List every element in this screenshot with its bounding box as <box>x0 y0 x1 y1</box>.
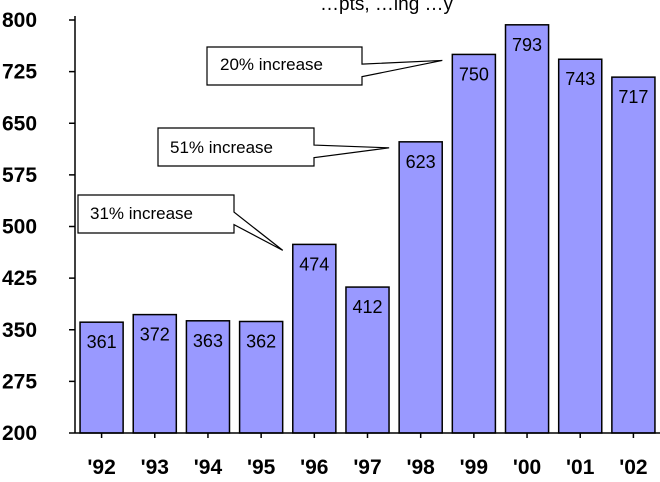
callout-box <box>157 127 390 167</box>
data-label: 412 <box>352 297 382 317</box>
callout: 20% increase <box>206 46 443 86</box>
bar <box>238 320 284 434</box>
y-tick-label: 275 <box>2 370 37 393</box>
callout-text: 20% increase <box>220 55 323 74</box>
x-tick-label: '94 <box>194 456 223 479</box>
y-axis: 200 275 350 425 500 575 650 725 800 <box>2 9 76 445</box>
y-tick-label: 350 <box>2 319 37 342</box>
x-tick-label: '95 <box>247 456 276 479</box>
bar <box>345 286 390 434</box>
x-tick-label: '97 <box>353 456 381 479</box>
y-tick-label: 725 <box>2 61 37 84</box>
callout-text: 51% increase <box>170 138 273 157</box>
callout: 51% increase <box>157 127 390 167</box>
bar <box>504 24 550 434</box>
x-tick-label: '00 <box>513 456 541 479</box>
bar <box>79 321 124 434</box>
data-label: 793 <box>512 35 542 55</box>
y-tick-label: 500 <box>2 216 37 239</box>
callout: 31% increase <box>77 194 284 251</box>
x-axis: '92 '93 '94 '95 '96 '97 '98 '99 '00 '01 '02 <box>75 432 660 479</box>
y-tick-label: 575 <box>2 164 37 187</box>
bar <box>611 76 656 434</box>
x-tick-label: '93 <box>141 456 169 479</box>
callouts: 31% increase 51% increase 20% increase <box>77 46 443 251</box>
y-tick-label: 425 <box>2 267 37 290</box>
x-tick-label: '99 <box>460 456 488 479</box>
bar <box>451 53 497 434</box>
data-label: 372 <box>140 325 170 345</box>
bar <box>398 141 443 434</box>
data-label: 363 <box>193 331 223 351</box>
bars: 361 372 363 362 474 412 623 750 793 743 717 <box>79 24 656 434</box>
data-label: 474 <box>299 254 329 274</box>
data-label: 362 <box>246 331 276 351</box>
x-tick-label: '92 <box>87 456 115 479</box>
y-tick-label: 800 <box>2 9 37 32</box>
data-label: 717 <box>618 87 648 107</box>
callout-text: 31% increase <box>90 204 193 223</box>
callout-box <box>206 46 443 86</box>
partial-title: …pts, …ing …y <box>320 0 454 15</box>
data-label: 750 <box>459 64 489 84</box>
data-label: 743 <box>565 69 595 89</box>
x-tick-label: '02 <box>619 456 647 479</box>
y-tick-label: 650 <box>2 112 37 135</box>
data-label: 361 <box>87 332 117 352</box>
bar <box>292 243 337 434</box>
callout-box <box>77 194 284 251</box>
x-tick-label: '01 <box>566 456 595 479</box>
x-tick-label: '98 <box>407 456 436 479</box>
y-tick-label: 200 <box>2 422 37 445</box>
data-label: 623 <box>406 152 436 172</box>
bar <box>557 58 603 434</box>
x-tick-label: '96 <box>300 456 328 479</box>
